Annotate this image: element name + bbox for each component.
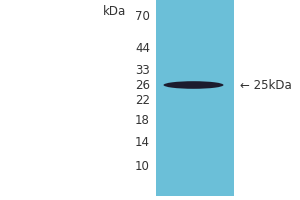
Bar [156, 0, 234, 196]
Text: 44: 44 [135, 42, 150, 54]
Text: 33: 33 [135, 64, 150, 76]
Ellipse shape [164, 81, 224, 89]
Text: 10: 10 [135, 160, 150, 173]
Text: 22: 22 [135, 95, 150, 108]
Text: kDa: kDa [103, 5, 126, 18]
Text: 26: 26 [135, 79, 150, 92]
Text: ← 25kDa: ← 25kDa [240, 79, 292, 92]
Text: 14: 14 [135, 137, 150, 150]
Text: 18: 18 [135, 114, 150, 127]
Text: 70: 70 [135, 10, 150, 23]
